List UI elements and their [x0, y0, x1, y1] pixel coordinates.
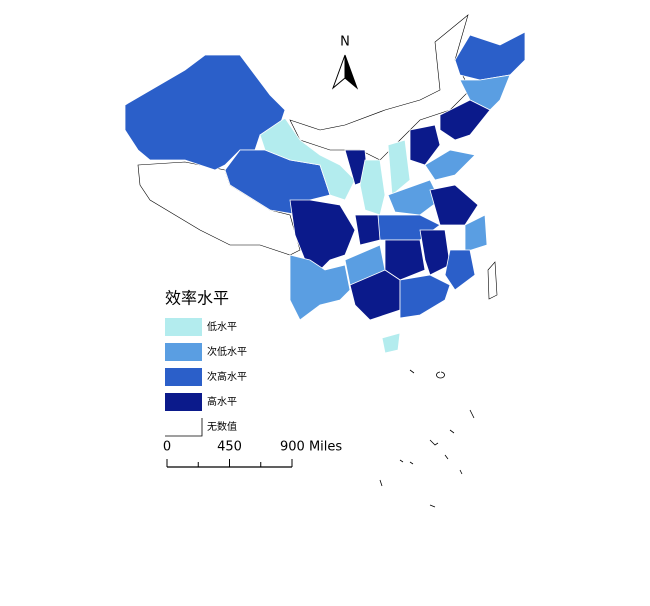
region: [399, 274, 451, 319]
region: [259, 117, 356, 201]
legend-swatch: [165, 318, 202, 336]
region: [289, 199, 356, 271]
region: [289, 254, 351, 321]
north-arrow: N: [331, 35, 359, 90]
region: [444, 249, 476, 291]
region: [124, 54, 286, 171]
legend-swatch: [165, 418, 203, 437]
region: [354, 214, 381, 246]
islands: [379, 369, 475, 508]
region: [487, 261, 498, 300]
legend-title: 效率水平: [165, 289, 229, 308]
region: [464, 214, 488, 253]
arrow-right: [344, 54, 359, 90]
region: [381, 332, 401, 354]
legend-label: 高水平: [207, 395, 237, 408]
legend-label: 次高水平: [207, 370, 247, 383]
region: [424, 149, 476, 181]
legend-label: 次低水平: [207, 345, 247, 358]
legend-swatch: [165, 343, 202, 361]
provinces: [124, 14, 526, 508]
region: [454, 31, 526, 81]
region: [429, 184, 479, 226]
scale-label: 0: [163, 440, 171, 455]
legend-label: 无数值: [207, 420, 237, 433]
scale-label: 900 Miles: [280, 440, 342, 455]
scale-bar: 0 450 900 Miles: [163, 440, 342, 468]
region: [387, 139, 411, 196]
region: [289, 14, 471, 161]
region: [439, 99, 491, 141]
north-label: N: [340, 35, 350, 50]
legend-swatch: [165, 368, 202, 386]
region: [384, 239, 426, 281]
region: [359, 159, 386, 216]
arrow-left: [331, 54, 346, 90]
legend-label: 低水平: [207, 320, 237, 333]
scale-label: 450: [217, 440, 242, 455]
region: [409, 124, 441, 166]
legend-swatch: [165, 393, 202, 411]
region: [387, 179, 441, 216]
region: [419, 229, 451, 276]
